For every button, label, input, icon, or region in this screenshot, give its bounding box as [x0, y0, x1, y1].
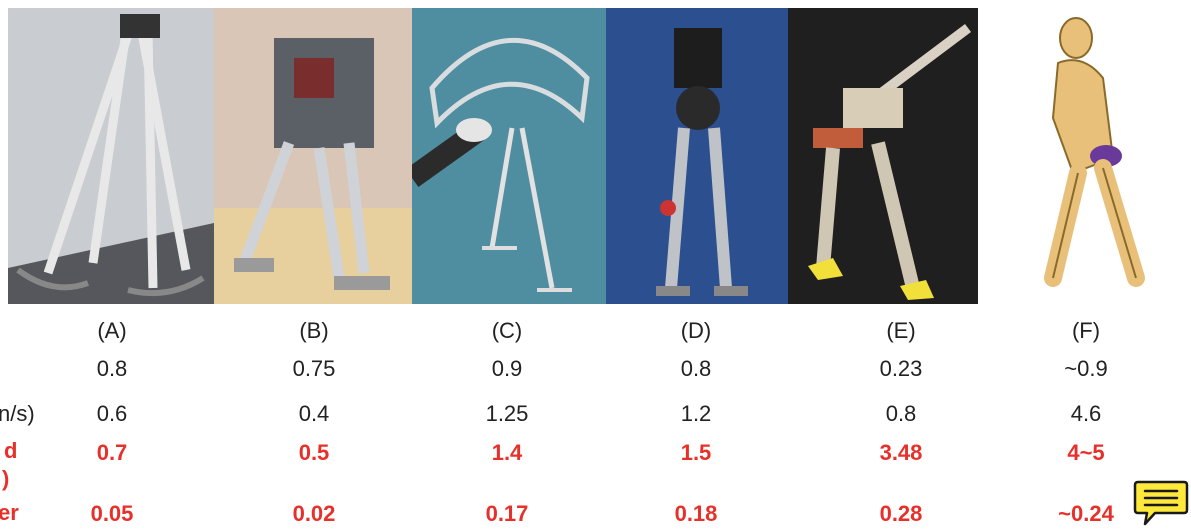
value-a-3: 0.7	[96, 440, 128, 465]
robot-d-image	[606, 8, 788, 304]
value-f-3: 4~5	[1067, 440, 1105, 465]
value-e-1: 0.23	[879, 356, 923, 381]
column-label-b: (B)	[299, 318, 329, 343]
value-d-1: 0.8	[680, 356, 712, 381]
robot-photo-b	[214, 8, 412, 304]
human-walker-illustration-f	[1018, 8, 1168, 304]
value-e-4: 0.28	[879, 501, 923, 526]
value-d-4: 0.18	[674, 501, 718, 526]
robot-photo-a	[8, 8, 214, 304]
robot-e-image	[788, 8, 978, 304]
value-c-3: 1.4	[491, 440, 523, 465]
value-a-1: 0.8	[96, 356, 128, 381]
column-label-c: (C)	[491, 318, 523, 343]
column-label-e: (E)	[886, 318, 916, 343]
value-f-4: ~0.24	[1058, 501, 1114, 526]
value-c-2: 1.25	[485, 401, 529, 426]
robot-b-image	[214, 8, 412, 304]
value-e-2: 0.8	[885, 401, 917, 426]
row-label-power-partial: er	[0, 500, 19, 525]
value-a-2: 0.6	[96, 401, 128, 426]
speech-bubble-note-icon[interactable]	[1133, 478, 1189, 526]
row-label-red-a: d	[4, 438, 18, 463]
value-d-2: 1.2	[680, 401, 712, 426]
robot-a-image	[8, 8, 214, 304]
column-label-d: (D)	[680, 318, 712, 343]
value-f-1: ~0.9	[1064, 356, 1108, 381]
robot-photo-c	[412, 8, 606, 304]
value-b-4: 0.02	[292, 501, 336, 526]
value-a-4: 0.05	[90, 501, 134, 526]
value-b-2: 0.4	[298, 401, 330, 426]
value-f-2: 4.6	[1070, 401, 1102, 426]
robot-photo-d	[606, 8, 788, 304]
value-c-4: 0.17	[485, 501, 529, 526]
value-c-1: 0.9	[491, 356, 523, 381]
value-b-1: 0.75	[292, 356, 336, 381]
robot-photo-e	[788, 8, 978, 304]
row-label-red-b: )	[2, 466, 10, 491]
column-label-f: (F)	[1071, 318, 1101, 343]
value-b-3: 0.5	[298, 440, 330, 465]
column-label-a: (A)	[97, 318, 127, 343]
value-d-3: 1.5	[680, 440, 712, 465]
row-label-speed-partial: n/s)	[0, 401, 35, 426]
robot-c-image	[412, 8, 606, 304]
value-e-3: 3.48	[879, 440, 923, 465]
human-f-image	[1018, 8, 1168, 304]
